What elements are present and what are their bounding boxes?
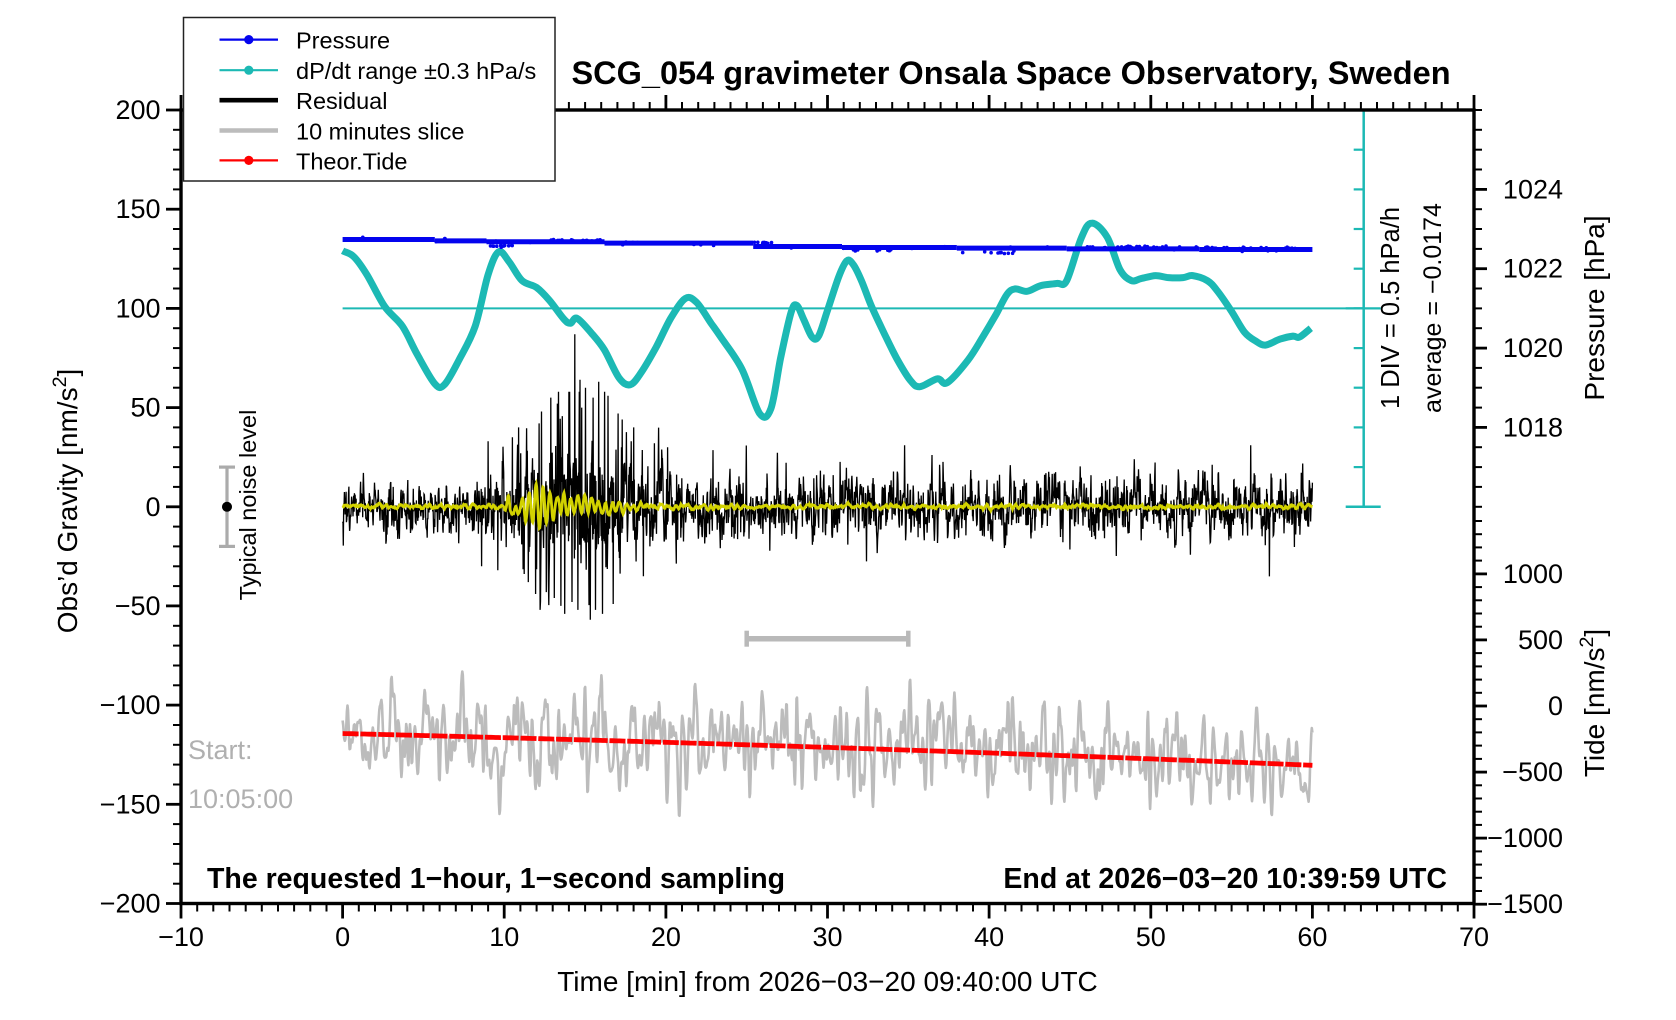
svg-text:1024: 1024 [1503,174,1563,204]
svg-text:0: 0 [1548,691,1563,721]
svg-text:40: 40 [974,922,1004,952]
svg-text:−150: −150 [100,789,161,819]
svg-text:dP/dt range ±0.3 hPa/s: dP/dt range ±0.3 hPa/s [296,58,536,84]
svg-text:average = −0.0174: average = −0.0174 [1419,203,1447,413]
svg-text:−100: −100 [100,690,161,720]
svg-text:Typical noise level: Typical noise level [235,410,261,601]
svg-text:Residual: Residual [296,88,387,114]
svg-text:150: 150 [115,194,160,224]
svg-text:The requested 1−hour, 1−second: The requested 1−hour, 1−second sampling [207,863,785,895]
svg-text:60: 60 [1297,922,1327,952]
svg-text:200: 200 [115,95,160,125]
svg-text:Theor.Tide: Theor.Tide [296,148,407,174]
svg-text:Obs’d Gravity [nm/s2]: Obs’d Gravity [nm/s2] [49,369,83,634]
svg-text:1020: 1020 [1503,333,1563,363]
svg-text:70: 70 [1459,922,1489,952]
svg-text:100: 100 [115,293,160,323]
svg-text:50: 50 [1136,922,1166,952]
svg-text:−500: −500 [1502,757,1563,787]
svg-text:1 DIV = 0.5 hPa/h: 1 DIV = 0.5 hPa/h [1377,207,1405,409]
svg-text:50: 50 [130,393,160,423]
svg-text:20: 20 [651,922,681,952]
svg-text:End at 2026−03−20 10:39:59 UTC: End at 2026−03−20 10:39:59 UTC [1003,863,1447,895]
svg-text:Start:: Start: [188,735,253,765]
svg-text:500: 500 [1518,625,1563,655]
svg-text:SCG_054 gravimeter Onsala Spac: SCG_054 gravimeter Onsala Space Observat… [571,55,1450,91]
svg-text:1018: 1018 [1503,412,1563,442]
svg-text:30: 30 [812,922,842,952]
svg-text:10:05:00: 10:05:00 [188,784,293,814]
svg-text:Pressure: Pressure [296,28,390,54]
svg-text:Time [min] from 2026−03−20 09:: Time [min] from 2026−03−20 09:40:00 UTC [557,966,1098,997]
svg-text:10: 10 [489,922,519,952]
svg-text:0: 0 [145,492,160,522]
svg-text:10 minutes slice: 10 minutes slice [296,119,465,145]
svg-text:Pressure [hPa]: Pressure [hPa] [1579,215,1610,400]
svg-text:−10: −10 [158,922,204,952]
svg-text:0: 0 [335,922,350,952]
svg-text:1000: 1000 [1503,559,1563,589]
svg-text:1022: 1022 [1503,254,1563,284]
svg-text:−1500: −1500 [1487,889,1563,919]
svg-text:−200: −200 [100,889,161,919]
svg-text:−50: −50 [115,591,161,621]
svg-text:Tide [nm/s2]: Tide [nm/s2] [1576,629,1610,777]
svg-text:−1000: −1000 [1487,823,1563,853]
